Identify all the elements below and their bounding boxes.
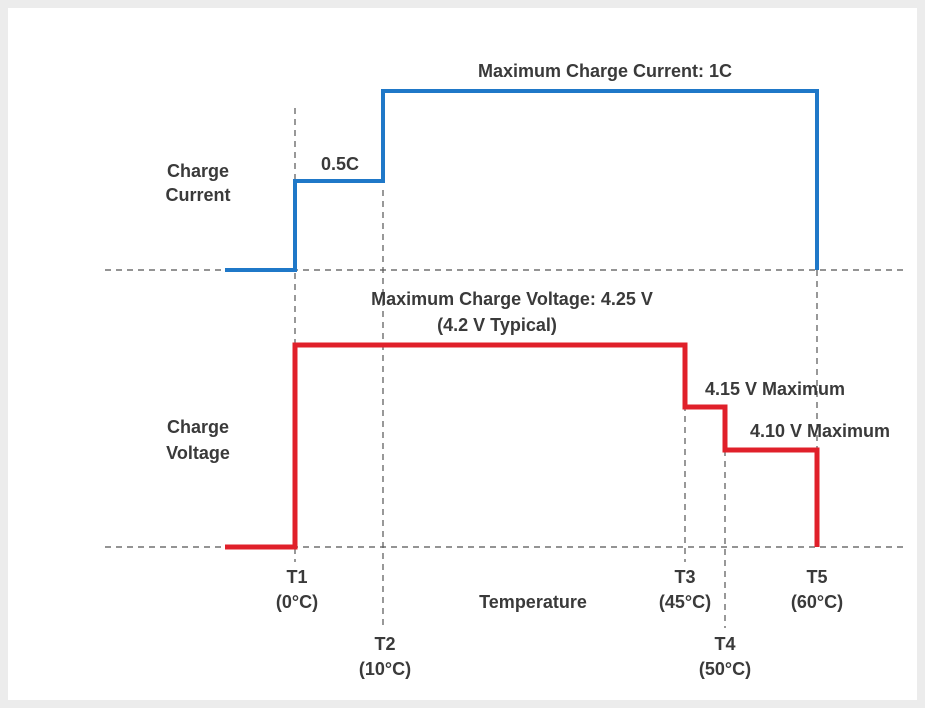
point-temp: (50°C) bbox=[699, 659, 751, 679]
voltage-profile bbox=[225, 342, 820, 550]
point-name: T1 bbox=[286, 567, 307, 587]
voltage-step2-label: 4.10 V Maximum bbox=[750, 421, 890, 441]
point-temp: (45°C) bbox=[659, 592, 711, 612]
point-name: T4 bbox=[714, 634, 735, 654]
point-name: T2 bbox=[374, 634, 395, 654]
current-max-label: Maximum Charge Current: 1C bbox=[478, 61, 732, 81]
voltage-step1-label: 4.15 V Maximum bbox=[705, 379, 845, 399]
current-label: Current bbox=[165, 185, 230, 205]
point-name: T5 bbox=[806, 567, 827, 587]
voltage-typical-label: (4.2 V Typical) bbox=[437, 315, 557, 335]
point-name: T3 bbox=[674, 567, 695, 587]
voltage-label: Charge bbox=[167, 417, 229, 437]
point-temp: (10°C) bbox=[359, 659, 411, 679]
current-profile bbox=[225, 89, 819, 272]
current-label: Charge bbox=[167, 161, 229, 181]
voltage-label: Voltage bbox=[166, 443, 230, 463]
axis-label: Temperature bbox=[479, 592, 587, 612]
voltage-max-label: Maximum Charge Voltage: 4.25 V bbox=[371, 289, 653, 309]
point-temp: (0°C) bbox=[276, 592, 318, 612]
panel bbox=[8, 8, 917, 700]
current-reduced-label: 0.5C bbox=[321, 154, 359, 174]
point-temp: (60°C) bbox=[791, 592, 843, 612]
